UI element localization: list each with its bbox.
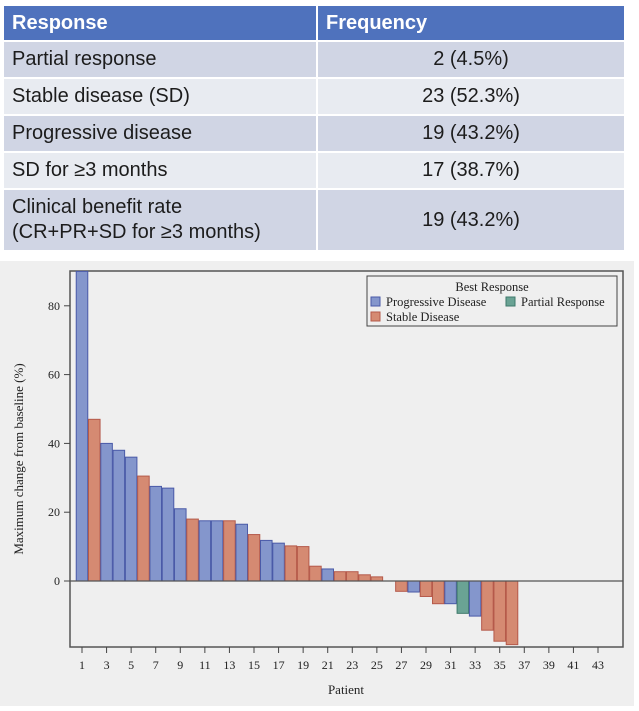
x-tick-label: 1 (79, 658, 85, 672)
cell-response: Progressive disease (4, 115, 318, 153)
response-table: Response Frequency Partial response 2 (4… (4, 6, 624, 252)
x-axis: 1 3 5 7 9 11 13 15 17 19 21 23 25 27 29 31 33 35 37 39 41 43 (79, 647, 604, 672)
header-response: Response (4, 6, 318, 42)
bar-patient-5 (124, 456, 138, 582)
bar-patient-16 (260, 539, 273, 582)
legend-title: Best Response (455, 280, 529, 294)
cell-response: Stable disease (SD) (4, 78, 318, 116)
legend-label-stable: Stable Disease (386, 310, 460, 324)
bar-patient-8 (161, 487, 175, 582)
y-axis-label: Maximum change from baseline (%) (11, 363, 26, 554)
x-tick-label: 43 (592, 658, 604, 672)
bar-patient-34 (481, 580, 494, 631)
y-tick-label: 80 (48, 299, 60, 313)
x-tick-label: 31 (445, 658, 457, 672)
cell-response: Partial response (4, 41, 318, 79)
bar-patient-4 (112, 449, 126, 582)
bar-patient-31 (444, 580, 457, 605)
x-tick-label: 27 (395, 658, 407, 672)
x-tick-label: 9 (177, 658, 183, 672)
bar-patient-18 (284, 545, 298, 582)
table-row: Clinical benefit rate (CR+PR+SD for ≥3 m… (4, 189, 624, 252)
legend: Best Response Progressive Disease Partia… (366, 275, 618, 327)
bar-patient-1 (75, 270, 89, 582)
legend-swatch-progressive (370, 296, 381, 307)
x-tick-label: 11 (199, 658, 211, 672)
x-tick-label: 25 (371, 658, 383, 672)
bar-patient-14 (235, 523, 248, 582)
table-row: Stable disease (SD) 23 (52.3%) (4, 78, 624, 116)
bar-patient-20 (309, 565, 322, 582)
bar-patient-25 (370, 576, 384, 582)
bar-patient-11 (198, 520, 212, 582)
bar-patient-2 (88, 418, 101, 582)
x-tick-label: 13 (223, 658, 235, 672)
cell-response: SD for ≥3 months (4, 152, 318, 190)
x-tick-label: 33 (469, 658, 481, 672)
bar-patient-7 (149, 485, 162, 582)
y-tick-label: 40 (48, 436, 60, 450)
bar-patient-22 (333, 571, 347, 582)
x-tick-label: 5 (128, 658, 134, 672)
legend-swatch-partial (505, 296, 516, 307)
cell-frequency: 17 (38.7%) (317, 152, 624, 190)
x-tick-label: 39 (543, 658, 555, 672)
x-tick-label: 17 (273, 658, 285, 672)
cell-response: Clinical benefit rate (CR+PR+SD for ≥3 m… (4, 189, 318, 252)
x-tick-label: 23 (346, 658, 358, 672)
bar-patient-3 (100, 442, 113, 582)
header-frequency: Frequency (317, 6, 624, 42)
bar-patient-24 (358, 574, 371, 582)
bar-patient-28 (407, 580, 420, 593)
bar-patient-19 (296, 546, 310, 582)
bar-patient-27 (395, 580, 408, 592)
bar-patient-33 (468, 580, 482, 617)
legend-label-partial: Partial Response (521, 295, 605, 309)
x-tick-label: 35 (494, 658, 506, 672)
bars-group (75, 270, 519, 646)
bar-patient-17 (272, 542, 285, 582)
bar-patient-15 (247, 534, 261, 582)
bar-patient-32 (456, 580, 470, 614)
legend-swatch-stable (370, 311, 381, 322)
cell-frequency: 19 (43.2%) (317, 189, 624, 252)
bar-patient-10 (186, 518, 199, 582)
x-tick-label: 37 (518, 658, 530, 672)
x-tick-label: 29 (420, 658, 432, 672)
bar-patient-21 (321, 568, 334, 582)
table-row: Partial response 2 (4.5%) (4, 41, 624, 79)
x-axis-label: Patient (328, 682, 364, 697)
cell-frequency: 19 (43.2%) (317, 115, 624, 153)
y-tick-label: 0 (54, 574, 60, 588)
bar-patient-30 (432, 580, 445, 605)
cell-response-line1: Clinical benefit rate (12, 196, 183, 218)
bar-patient-12 (210, 520, 224, 582)
cell-frequency: 2 (4.5%) (317, 41, 624, 79)
bar-patient-9 (174, 508, 187, 582)
plot-frame (69, 270, 624, 648)
x-tick-label: 21 (322, 658, 334, 672)
y-axis: 0 20 40 60 80 (48, 299, 70, 588)
x-tick-label: 15 (248, 658, 260, 672)
table-row: SD for ≥3 months 17 (38.7%) (4, 152, 624, 190)
y-tick-label: 60 (48, 368, 60, 382)
bar-patient-23 (346, 571, 359, 582)
cell-frequency: 23 (52.3%) (317, 78, 624, 116)
table-header-row: Response Frequency (4, 6, 624, 42)
bar-patient-36 (505, 580, 519, 646)
bar-patient-29 (419, 580, 433, 597)
cell-response-line2: (CR+PR+SD for ≥3 months) (12, 221, 261, 243)
table-row: Progressive disease 19 (43.2%) (4, 115, 624, 153)
legend-box (366, 275, 618, 327)
x-tick-label: 19 (297, 658, 309, 672)
y-tick-label: 20 (48, 505, 60, 519)
bar-patient-13 (223, 520, 236, 582)
bar-patient-35 (493, 580, 506, 642)
legend-label-progressive: Progressive Disease (386, 295, 487, 309)
bar-patient-6 (137, 475, 150, 582)
x-tick-label: 41 (567, 658, 579, 672)
x-tick-label: 7 (153, 658, 159, 672)
x-tick-label: 3 (104, 658, 110, 672)
